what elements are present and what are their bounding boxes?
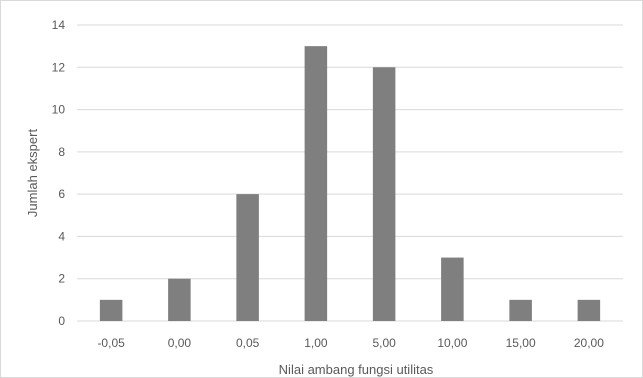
x-axis-ticks: -0,05 0,00 0,05 1,00 5,00 10,00 15,00 20,00 — [97, 336, 604, 350]
bar-2 — [168, 278, 191, 321]
x-tick-label: 10,00 — [437, 336, 467, 350]
y-tick-label: 2 — [58, 272, 65, 286]
y-tick-label: 10 — [52, 103, 66, 117]
gridlines — [77, 24, 623, 322]
bar-4 — [304, 46, 328, 322]
y-tick-label: 6 — [58, 187, 65, 201]
x-tick-label: 15,00 — [506, 336, 536, 350]
bar-3 — [236, 194, 259, 321]
bar-5 — [372, 67, 396, 322]
y-tick-label: 4 — [58, 229, 65, 243]
y-tick-label: 0 — [58, 314, 65, 328]
y-tick-label: 12 — [52, 60, 66, 74]
bar-8 — [577, 299, 601, 321]
bar-7 — [509, 299, 532, 321]
x-tick-label: 0,00 — [168, 336, 192, 350]
x-tick-label: 0,05 — [236, 336, 260, 350]
x-tick-label: 20,00 — [574, 336, 604, 350]
x-tick-label: 5,00 — [372, 336, 396, 350]
bar-1 — [99, 299, 123, 321]
y-axis-ticks: 0 2 4 6 8 10 12 14 — [52, 18, 66, 328]
bar-6 — [441, 257, 464, 321]
x-tick-label: -0,05 — [97, 336, 125, 350]
y-tick-label: 14 — [52, 18, 66, 32]
y-tick-label: 8 — [58, 145, 65, 159]
x-tick-label: 1,00 — [304, 336, 328, 350]
y-axis-title: Jumlah ekspert — [25, 129, 40, 218]
bars — [99, 46, 601, 322]
x-axis-title: Nilai ambang fungsi utilitas — [279, 362, 434, 377]
